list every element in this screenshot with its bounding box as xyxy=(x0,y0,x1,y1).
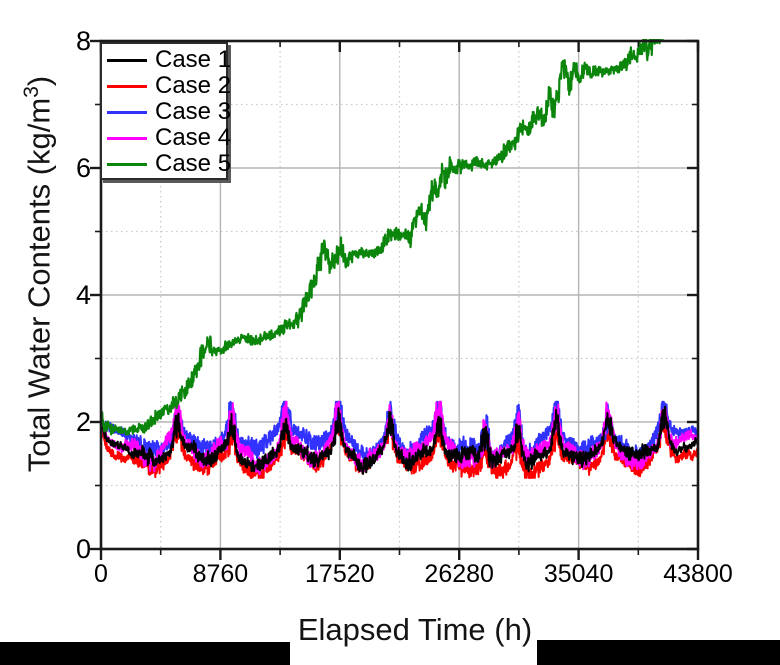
legend-label: Case 5 xyxy=(155,150,232,177)
series-line-case-3 xyxy=(100,400,699,469)
y-axis-title: Total Water Contents (kg/m3) xyxy=(9,24,57,524)
legend-line-swatch xyxy=(107,136,147,140)
legend-item-case-1: Case 1 xyxy=(102,47,231,73)
x-tick-label: 0 xyxy=(94,560,108,588)
y-axis-title-superscript: 3 xyxy=(20,86,43,98)
y-tick-label: 8 xyxy=(75,26,91,56)
legend-item-case-2: Case 2 xyxy=(102,73,231,99)
legend-line-swatch xyxy=(107,162,147,166)
x-tick-label: 35040 xyxy=(543,560,614,588)
x-tick-label: 8760 xyxy=(192,560,249,588)
legend: Case 1 Case 2 Case 3 Case 4 Case 5 xyxy=(100,42,231,180)
y-tick-label: 6 xyxy=(75,153,91,183)
legend-label: Case 2 xyxy=(155,72,232,99)
y-axis-title-suffix: ) xyxy=(21,75,57,87)
legend-label: Case 3 xyxy=(155,98,232,125)
x-tick-label: 17520 xyxy=(305,560,375,588)
x-axis-title: Elapsed Time (h) xyxy=(297,612,533,647)
legend-item-case-3: Case 3 xyxy=(102,99,231,125)
legend-line-swatch xyxy=(107,110,147,114)
legend-line-swatch xyxy=(107,84,147,88)
y-tick-label: 2 xyxy=(75,407,91,437)
x-tick-label: 26280 xyxy=(424,560,494,588)
redaction-bar-right xyxy=(537,640,780,665)
series-line-case-5 xyxy=(100,39,664,436)
legend-label: Case 1 xyxy=(155,46,232,73)
legend-item-case-5: Case 5 xyxy=(102,151,231,177)
redaction-bar-left xyxy=(0,642,290,665)
series-line-case-1 xyxy=(100,405,699,475)
x-tick-label: 43800 xyxy=(663,560,733,588)
y-tick-label: 0 xyxy=(75,534,91,564)
legend-item-case-4: Case 4 xyxy=(102,125,231,151)
legend-line-swatch xyxy=(107,58,147,62)
legend-label: Case 4 xyxy=(155,124,232,151)
y-tick-label: 4 xyxy=(75,280,91,310)
